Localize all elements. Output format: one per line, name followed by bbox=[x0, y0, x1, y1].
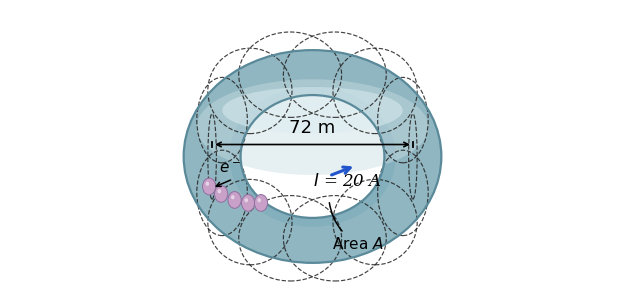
Ellipse shape bbox=[214, 185, 228, 202]
Ellipse shape bbox=[231, 195, 234, 199]
Ellipse shape bbox=[244, 198, 248, 202]
Ellipse shape bbox=[241, 95, 384, 218]
Ellipse shape bbox=[184, 50, 441, 263]
Ellipse shape bbox=[228, 191, 241, 208]
Ellipse shape bbox=[196, 79, 429, 175]
Text: $I$ = 20 A: $I$ = 20 A bbox=[312, 173, 381, 191]
Ellipse shape bbox=[241, 194, 254, 211]
Ellipse shape bbox=[241, 95, 384, 218]
Ellipse shape bbox=[258, 198, 261, 202]
Text: $e^-$: $e^-$ bbox=[219, 161, 241, 176]
Text: 72 m: 72 m bbox=[289, 119, 336, 137]
Ellipse shape bbox=[202, 178, 216, 195]
Ellipse shape bbox=[206, 182, 209, 186]
Ellipse shape bbox=[217, 189, 221, 193]
Ellipse shape bbox=[222, 87, 402, 134]
Ellipse shape bbox=[254, 194, 268, 211]
Ellipse shape bbox=[184, 50, 441, 263]
Ellipse shape bbox=[229, 86, 396, 227]
Text: Area $A$: Area $A$ bbox=[329, 203, 384, 252]
